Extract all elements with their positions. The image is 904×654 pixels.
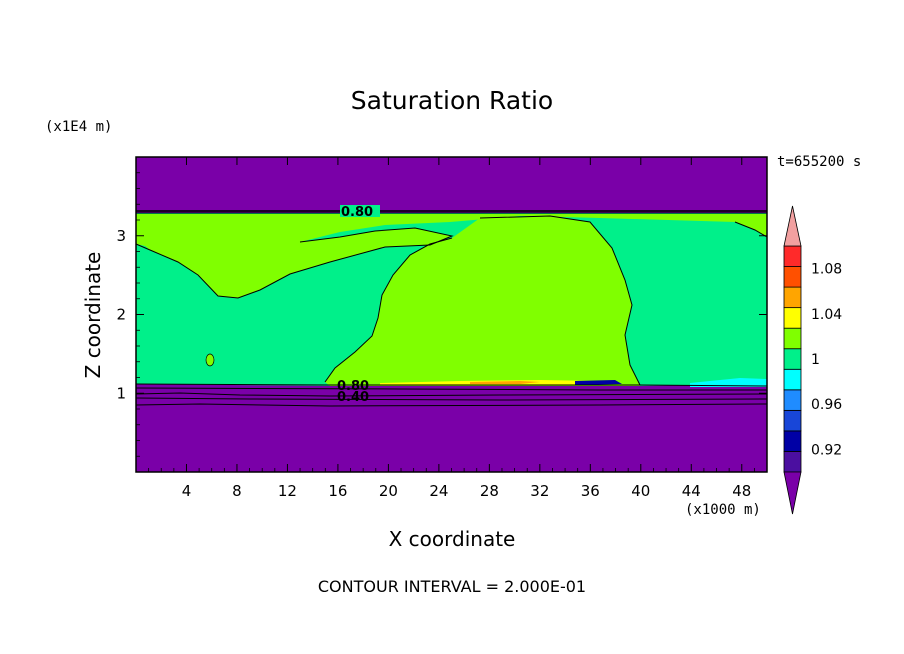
x-tick-label: 8 [232,482,242,500]
colorbar-tick-label: 1.04 [811,307,842,323]
colorbar-tick-label: 1.08 [811,262,842,278]
contour-label: 0.40 [337,390,369,405]
cloud-base-dark-patch [575,380,622,385]
x-tick-label: 32 [530,482,549,500]
colorbar-over-arrow [783,205,802,247]
y-tick-label: 2 [116,306,126,324]
colorbar-swatch [783,409,802,432]
contour-label: 0.80 [341,205,373,220]
x-tick-label: 4 [182,482,192,500]
contour-line [135,392,768,397]
x-tick-label: 12 [278,482,297,500]
y-tick-label: 1 [116,384,126,402]
colorbar-swatch [783,430,802,452]
contour-line [479,215,641,386]
y-unit-label: (x1E4 m) [45,119,113,135]
x-tick-label: 48 [732,482,751,500]
contour-line [135,383,768,387]
x-tick-label: 44 [682,482,701,500]
contour-line [135,397,768,401]
contour-line [135,227,454,299]
x-axis-ticks: 4 8 12 16 20 24 28 32 36 40 44 48 [148,157,755,500]
colorbar-swatch [783,389,802,411]
x-axis-label: X coordinate [388,527,516,551]
cloud-base-sliver-orange [470,381,540,384]
colorbar-swatch [783,245,802,267]
x-tick-label: 36 [581,482,600,500]
colorbar-swatch [783,266,802,288]
contour-labels: 0.80 0.80 0.40 [337,205,380,405]
colorbar-swatch [783,307,802,329]
contour-label: 0.80 [337,379,369,394]
time-label: t=655200 s [777,154,862,170]
contour-interval-note: CONTOUR INTERVAL = 2.000E-01 [317,577,587,596]
x-tick-label: 16 [328,482,347,500]
colorbar-under-arrow [783,471,802,515]
plot-area: 0.80 0.80 0.40 [135,156,768,473]
contour-lines [135,210,768,407]
supersat-top-band [136,214,767,262]
x-tick-label: 28 [480,482,499,500]
supersat-speck [205,353,215,367]
contour-line [734,221,768,238]
contour-line [324,237,453,383]
colorbar-tick-label: 0.96 [811,397,842,413]
colorbar-swatch [783,368,802,391]
x-tick-label: 24 [429,482,448,500]
x-unit-label: (x1000 m) [685,502,761,518]
colorbar-tick-label: 0.92 [811,442,842,458]
colorbar-swatch [783,286,802,309]
contour-line [135,403,768,407]
x-tick-label: 20 [379,482,398,500]
x-tick-label: 40 [631,482,650,500]
supersat-central-dome [325,216,640,386]
colorbar-swatch [783,451,802,473]
chart-title: Saturation Ratio [350,86,554,115]
y-axis-ticks: 1 2 3 [116,172,767,457]
contour-line [135,387,767,391]
colorbar-swatch [783,327,802,350]
colorbar-tick-label: 1 [811,352,820,368]
near-saturation-patch [690,378,767,387]
colorbar-swatch [783,348,802,370]
y-tick-label: 3 [116,227,126,245]
supersat-left-lobe [136,228,452,298]
colorbar: 0.92 0.96 1 1.04 1.08 [783,205,842,515]
